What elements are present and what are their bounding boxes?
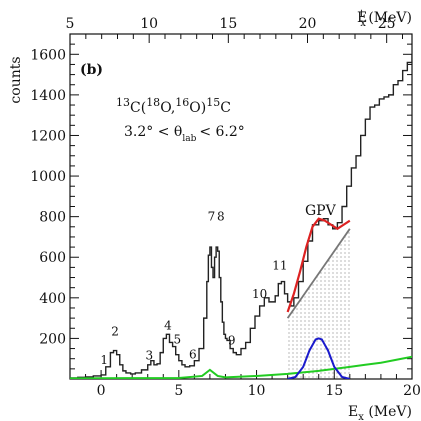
reaction-part3: O) [189, 100, 206, 116]
left-tick-label: 1000 [30, 169, 66, 185]
peak-labels: 1 2 3 456 7 8 9 10 11 [100, 210, 287, 367]
top-axis-title-unit: (MeV) [364, 10, 412, 26]
peak-label: 11 [272, 258, 287, 272]
reaction-part4: C [220, 100, 231, 116]
reaction-part1: C( [130, 100, 146, 116]
bottom-tick-label: 15 [325, 383, 343, 399]
reaction-label: 13C(18O,16O)15C [116, 96, 231, 116]
linear-background-series [286, 228, 351, 319]
peak-label: 4 [164, 318, 172, 332]
gaussian-fit-series [287, 337, 351, 379]
top-tick-label: 10 [140, 16, 158, 32]
reaction-sup2: 18 [146, 96, 160, 109]
left-tick-label: 800 [39, 210, 66, 226]
reaction-sup1: 13 [116, 96, 130, 109]
peak-label: 1 [100, 353, 108, 367]
gpv-fit-series [286, 217, 351, 313]
top-tick-label: 5 [66, 16, 75, 32]
peak-label: 9 [228, 334, 236, 348]
left-tick-label: 1200 [30, 128, 66, 144]
gpv-label: GPV [305, 203, 337, 219]
peak-label: 10 [252, 287, 267, 301]
left-tick-label: 1600 [30, 47, 66, 63]
bottom-ticks: 0 5 10 15 20 [69, 370, 421, 399]
peak-label: 3 [145, 349, 153, 363]
top-axis-title-sup: t [360, 9, 364, 20]
peak-label: 8 [217, 210, 225, 224]
peak-label: 6 [189, 348, 197, 362]
panel-label: (b) [80, 62, 103, 78]
top-ticks: 5 10 15 20 25 [66, 16, 403, 43]
bottom-axis-title-main: E [348, 404, 358, 420]
angle-range-sub: lab [182, 134, 196, 144]
top-axis-title-main: E [357, 10, 367, 26]
bottom-tick-label: 5 [174, 383, 183, 399]
bottom-axis-title-unit: (MeV) [364, 404, 412, 420]
gpv-shaded-region [287, 228, 350, 379]
top-axis-title: Ext (MeV) [357, 9, 412, 29]
peak-label: 7 [208, 210, 216, 224]
top-tick-label: 20 [299, 16, 317, 32]
bottom-axis-title: Ex (MeV) [348, 404, 412, 421]
bottom-tick-label: 10 [248, 383, 266, 399]
top-tick-label: 15 [219, 16, 237, 32]
bottom-tick-label: 20 [403, 383, 421, 399]
plot-frame [69, 33, 413, 380]
bottom-axis-title-sub: x [358, 412, 364, 421]
angle-range-label: 3.2° < θlab < 6.2° [124, 124, 245, 144]
left-tick-label: 400 [39, 291, 66, 307]
spectrum-series [70, 54, 412, 379]
left-tick-label: 600 [39, 250, 66, 266]
peak-label: 5 [173, 332, 181, 346]
reaction-part2: O, [160, 100, 175, 116]
angle-range-low: 3.2° < θ [124, 124, 182, 140]
top-axis-title-sub: x [360, 18, 366, 29]
reaction-sup4: 15 [206, 96, 220, 109]
background-series [70, 355, 412, 379]
peak-label: 2 [111, 324, 119, 338]
left-ticks: 200 400 600 800 1000 1200 1400 1600 [30, 33, 412, 380]
left-tick-label: 1400 [30, 88, 66, 104]
top-tick-label: 25 [378, 16, 396, 32]
left-tick-label: 200 [39, 331, 66, 347]
bottom-tick-label: 0 [97, 383, 106, 399]
reaction-sup3: 16 [175, 96, 189, 109]
y-axis-title: counts [8, 56, 24, 103]
angle-range-high: < 6.2° [199, 124, 244, 140]
